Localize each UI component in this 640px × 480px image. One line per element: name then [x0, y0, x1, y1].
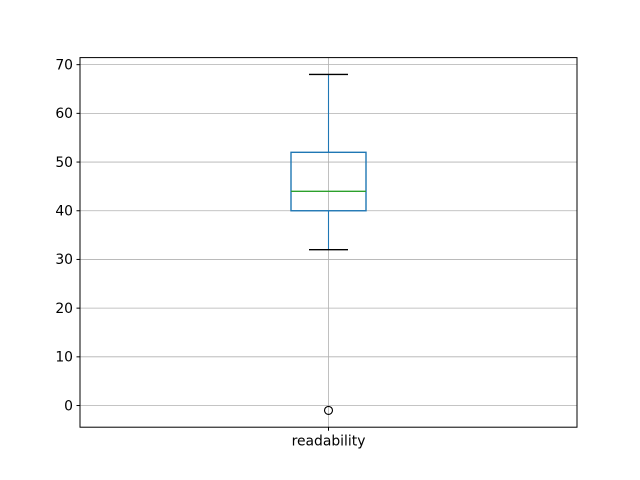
outlier-point	[323, 405, 334, 415]
y-tick-label: 20	[55, 301, 73, 317]
y-tick-label: 70	[55, 57, 73, 73]
y-tick-label: 50	[55, 155, 73, 171]
y-tick-label: 40	[55, 203, 73, 219]
iqr-box	[290, 151, 367, 212]
y-tick-label: 10	[55, 350, 73, 366]
y-tick-label: 0	[64, 398, 73, 414]
y-tick-label: 30	[55, 252, 73, 268]
x-tick-label: readability	[292, 434, 366, 450]
y-tick-label: 60	[55, 106, 73, 122]
